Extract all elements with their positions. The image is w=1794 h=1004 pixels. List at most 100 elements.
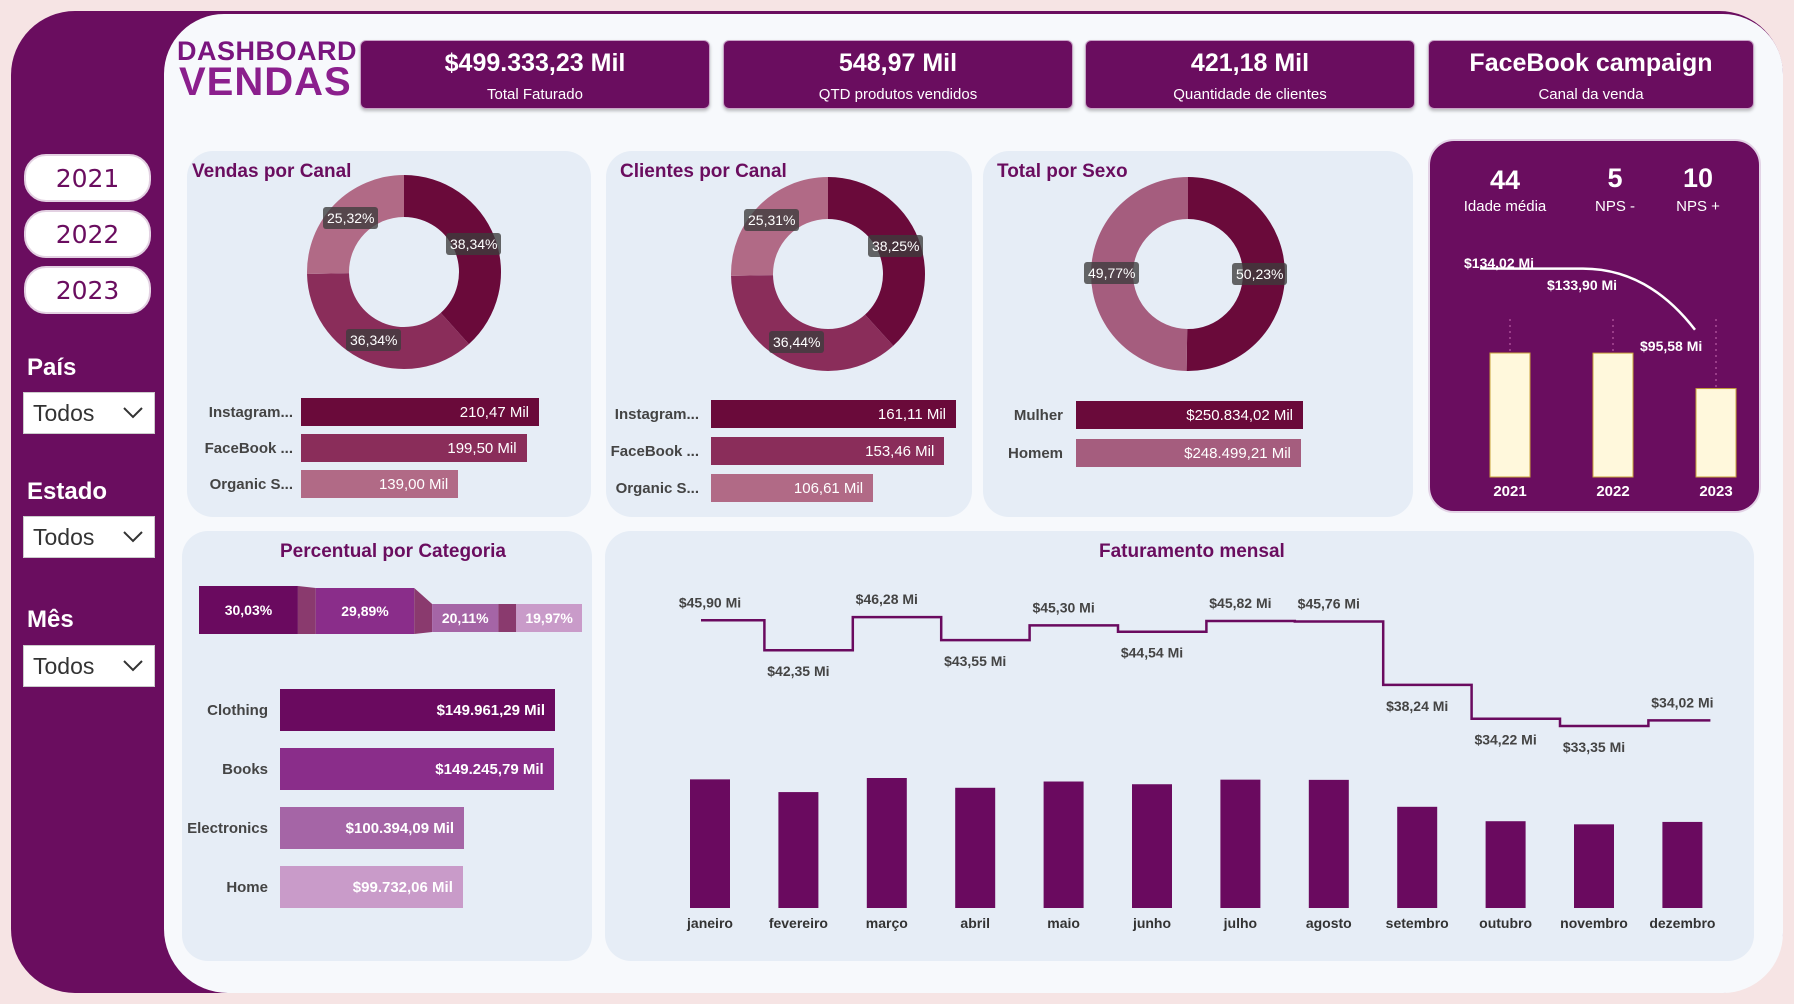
bar[interactable]: 106,61 Mil <box>711 474 874 502</box>
month-bar[interactable] <box>1485 821 1526 908</box>
month-bar[interactable] <box>1308 779 1349 908</box>
month-label: fevereiro <box>769 915 828 931</box>
categoria-segment[interactable] <box>516 604 582 632</box>
month-line-label: $45,82 Mi <box>1209 595 1271 611</box>
nps-line-label: $134,02 Mi <box>1464 255 1534 271</box>
month-bar[interactable] <box>1574 824 1614 908</box>
bar[interactable]: 139,00 Mil <box>301 470 459 498</box>
kpi-label: Canal da venda <box>1538 86 1644 103</box>
categoria-segment-label: 19,97% <box>525 610 573 626</box>
bar-label: Clothing <box>207 701 268 719</box>
kpi-value: $499.333,23 Mil <box>444 49 626 77</box>
month-label: junho <box>1132 915 1171 931</box>
categoria-ribbon <box>414 588 433 634</box>
bar-row-facebook: FaceBook ... 199,50 Mil <box>192 434 527 462</box>
mes-dropdown[interactable]: Todos <box>23 645 155 687</box>
bar[interactable]: $100.394,09 Mil <box>280 807 465 849</box>
month-line-label: $44,54 Mi <box>1121 645 1183 661</box>
month-bar[interactable] <box>1220 779 1261 908</box>
bar-row-clothing: Clothing $149.961,29 Mil <box>186 689 555 731</box>
chevron-down-icon <box>123 407 143 419</box>
month-label: abril <box>960 915 990 931</box>
categoria-segment[interactable] <box>199 586 298 634</box>
month-bar[interactable] <box>778 792 819 908</box>
homem-slice[interactable] <box>1091 177 1188 371</box>
bar[interactable]: 210,47 Mil <box>301 398 539 426</box>
month-bar[interactable] <box>866 778 907 908</box>
bar[interactable]: $149.961,29 Mil <box>280 689 555 731</box>
instagram-slice[interactable] <box>404 175 501 345</box>
vendas-canal-title: Vendas por Canal <box>192 161 352 182</box>
categoria-ribbon <box>297 586 316 634</box>
nps-year-bar[interactable] <box>1489 352 1531 478</box>
kpi-clientes: 421,18 Mil Quantidade de clientes <box>1085 40 1415 109</box>
bar[interactable]: $149.245,79 Mil <box>280 748 554 790</box>
kpi-value: 548,97 Mil <box>838 49 958 77</box>
kpi-qtd-produtos: 548,97 Mil QTD produtos vendidos <box>723 40 1073 109</box>
categoria-ribbon <box>498 604 517 632</box>
year-button-2023[interactable]: 2023 <box>24 266 151 314</box>
month-line-label: $43,55 Mi <box>944 653 1006 669</box>
bar[interactable]: 199,50 Mil <box>301 434 527 462</box>
nps-line-label: $133,90 Mi <box>1547 277 1617 293</box>
nps-year-bar[interactable] <box>1592 352 1634 478</box>
estado-dropdown[interactable]: Todos <box>23 516 155 558</box>
categoria-segment[interactable] <box>315 588 415 634</box>
bar-label: Organic S... <box>615 479 699 497</box>
idade-media-label: Idade média <box>1463 198 1547 215</box>
month-label: março <box>866 915 908 931</box>
vendas-slice-label-facebook: 36,34% <box>346 329 402 351</box>
month-label: agosto <box>1306 915 1352 931</box>
nps-year-label: 2022 <box>1596 483 1629 500</box>
facebook-slice[interactable] <box>731 275 894 371</box>
month-bar[interactable] <box>690 779 730 908</box>
filter-label-mes: Mês <box>27 606 74 633</box>
sexo-slice-label-mulher: 50,23% <box>1232 263 1288 285</box>
month-bar[interactable] <box>1043 781 1084 908</box>
month-line-label: $45,90 Mi <box>679 594 741 610</box>
bar[interactable]: $250.834,02 Mil <box>1076 401 1303 429</box>
bar[interactable]: $248.499,21 Mil <box>1076 439 1301 467</box>
bar[interactable]: 161,11 Mil <box>711 400 956 428</box>
estado-dropdown-value: Todos <box>33 523 95 550</box>
month-label: outubro <box>1479 915 1532 931</box>
bar-row-home: Home $99.732,06 Mil <box>186 866 463 908</box>
month-line-label: $45,30 Mi <box>1032 599 1094 615</box>
categoria-segment-label: 29,89% <box>341 603 389 619</box>
clientes-canal-title: Clientes por Canal <box>620 161 787 182</box>
bar-label: Home <box>226 878 268 896</box>
bar-label: FaceBook ... <box>610 442 699 460</box>
bar-row-mulher: Mulher $250.834,02 Mil <box>988 401 1303 429</box>
instagram-slice[interactable] <box>828 177 925 346</box>
nps-year-bar[interactable] <box>1695 388 1737 478</box>
bar[interactable]: $99.732,06 Mil <box>280 866 463 908</box>
year-button-2021[interactable]: 2021 <box>24 154 151 202</box>
month-label: julho <box>1223 915 1257 931</box>
categoria-segment[interactable] <box>432 604 499 632</box>
month-line-label: $45,76 Mi <box>1298 595 1360 611</box>
clientes-canal-donut <box>731 177 925 371</box>
year-button-2022[interactable]: 2022 <box>24 210 151 258</box>
month-label: novembro <box>1560 915 1628 931</box>
filter-label-pais: País <box>27 354 77 381</box>
nps-year-label: 2023 <box>1699 483 1732 500</box>
bar[interactable]: 153,46 Mil <box>711 437 945 465</box>
month-bar[interactable] <box>955 787 996 908</box>
month-line-label: $34,02 Mi <box>1651 694 1713 710</box>
kpi-label: QTD produtos vendidos <box>818 86 978 103</box>
month-line-label: $38,24 Mi <box>1386 698 1448 714</box>
bar-label: Electronics <box>187 819 268 837</box>
month-bar[interactable] <box>1397 806 1438 908</box>
month-bar[interactable] <box>1132 784 1172 908</box>
pais-dropdown[interactable]: Todos <box>23 392 155 434</box>
mulher-slice[interactable] <box>1186 177 1285 371</box>
nps-year-label: 2021 <box>1493 483 1526 500</box>
bar-label: Organic S... <box>209 475 293 493</box>
month-bar[interactable] <box>1662 821 1703 908</box>
sexo-slice-label-homem: 49,77% <box>1084 262 1140 284</box>
kpi-value: FaceBook campaign <box>1469 49 1713 77</box>
facebook-slice[interactable] <box>307 273 469 369</box>
categoria-segment-label: 20,11% <box>442 610 489 626</box>
month-label: janeiro <box>686 915 733 931</box>
kpi-label: Total Faturado <box>487 86 583 103</box>
